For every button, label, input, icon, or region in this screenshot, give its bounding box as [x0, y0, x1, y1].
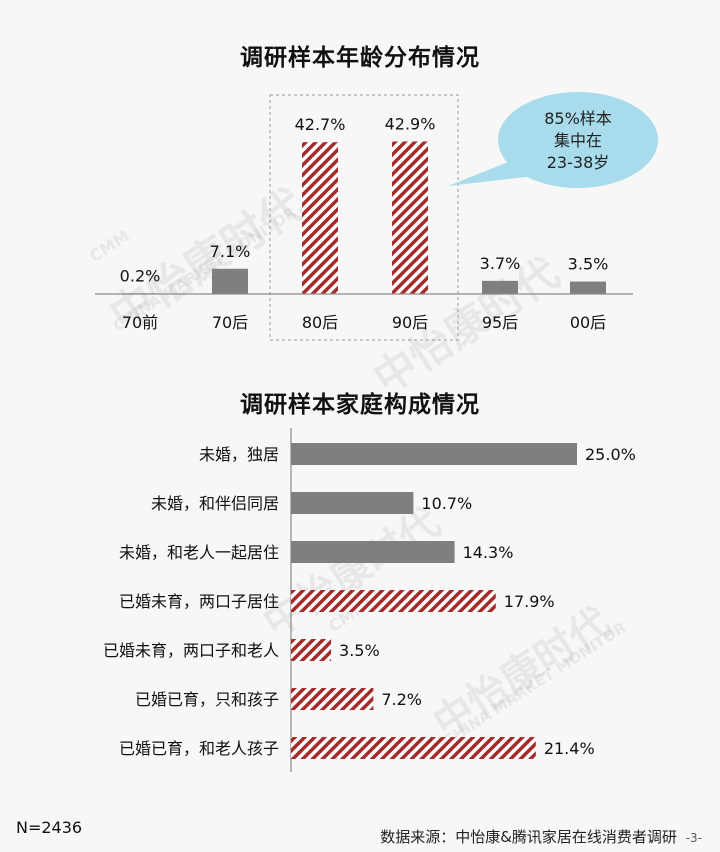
age-value-label: 0.2%	[120, 266, 161, 285]
age-distribution-chart: 0.2% 7.1% 42.7% 42.9% 3.7% 3.5% 70前 70后 80后 90后 9…	[95, 92, 658, 341]
age-bar	[212, 268, 248, 294]
family-category-label: 未婚，和老人一起居住	[119, 543, 279, 562]
callout-text: 集中在	[554, 131, 602, 150]
age-category-label: 80后	[302, 313, 338, 332]
data-source-text: 数据来源：中怡康&腾讯家居在线消费者调研	[380, 828, 677, 846]
family-category-label: 未婚，独居	[199, 445, 279, 464]
callout-text: 23-38岁	[547, 153, 610, 172]
callout-text: 85%样本	[544, 109, 612, 128]
age-chart-title: 调研样本年龄分布情况	[240, 45, 480, 71]
family-category-label: 已婚已育，只和孩子	[135, 690, 279, 709]
age-bar	[302, 142, 338, 294]
family-chart-title: 调研样本家庭构成情况	[240, 392, 480, 418]
family-value-label: 21.4%	[544, 739, 595, 758]
page-number: -3-	[685, 831, 702, 845]
age-bar	[482, 280, 518, 294]
age-category-label: 70前	[122, 313, 158, 332]
age-category-label: 90后	[392, 313, 428, 332]
data-source: 数据来源：中怡康&腾讯家居在线消费者调研 -3-	[380, 826, 702, 847]
family-category-label: 已婚已育，和老人孩子	[119, 739, 279, 758]
watermark-brand: 中怡康时代	[425, 599, 619, 747]
age-value-label: 7.1%	[210, 242, 251, 261]
family-bar	[291, 443, 577, 465]
family-value-label: 7.2%	[381, 690, 422, 709]
age-bar	[570, 281, 606, 294]
age-value-label: 3.7%	[480, 254, 521, 273]
family-category-label: 已婚未育，两口子和老人	[103, 641, 279, 660]
family-value-label: 17.9%	[504, 592, 555, 611]
age-bar	[392, 141, 428, 294]
family-value-label: 14.3%	[463, 543, 514, 562]
age-value-label: 42.7%	[295, 115, 346, 134]
family-value-label: 3.5%	[339, 641, 380, 660]
family-bar	[291, 737, 536, 759]
age-value-label: 42.9%	[385, 114, 436, 133]
callout-bubble	[498, 92, 658, 188]
age-value-label: 3.5%	[568, 255, 609, 274]
family-value-label: 25.0%	[585, 445, 636, 464]
age-category-label: 95后	[482, 313, 518, 332]
age-category-label: 70后	[212, 313, 248, 332]
family-bar	[291, 639, 332, 661]
age-category-label: 00后	[570, 313, 606, 332]
sample-size: N=2436	[16, 818, 83, 837]
family-category-label: 未婚，和伴侣同居	[151, 494, 279, 513]
family-bar	[291, 688, 374, 710]
